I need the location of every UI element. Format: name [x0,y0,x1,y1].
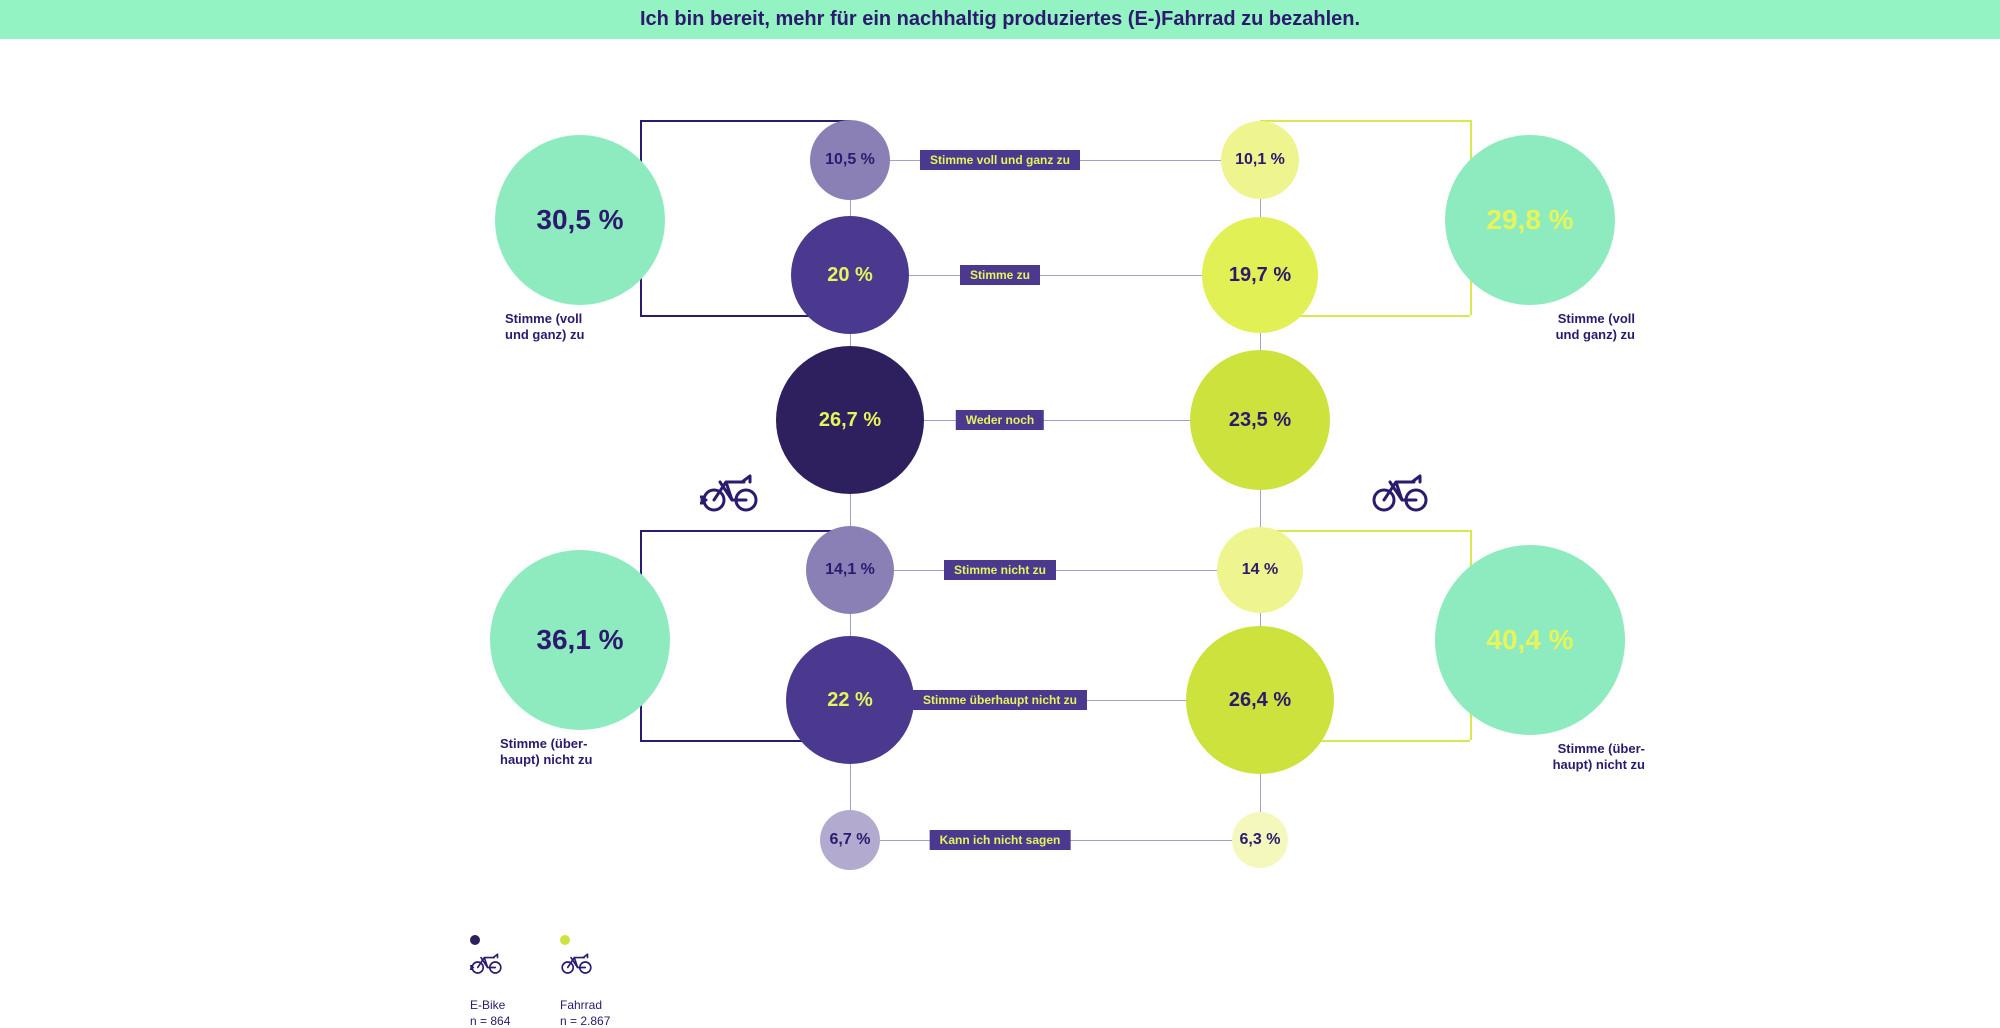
summary-bubble-3: 40,4 % [1435,545,1625,735]
row-label-5: Kann ich nicht sagen [930,830,1071,850]
ebike-icon [700,470,760,517]
legend: E-Bike n = 864 Fahrrad n = 2.867 [470,935,620,1028]
row-label-1: Stimme zu [960,265,1040,285]
legend-bike-n: n = 2.867 [560,1014,610,1028]
legend-bike: Fahrrad n = 2.867 [560,935,620,1028]
bubble-left-5: 6,7 % [820,810,880,870]
legend-ebike-label: E-Bike [470,998,505,1012]
bracket [1260,120,1470,122]
bracket [640,120,850,122]
bubble-left-4: 22 % [786,636,914,764]
row-label-4: Stimme überhaupt nicht zu [913,690,1087,710]
bubble-right-5: 6,3 % [1232,812,1288,868]
row-label-3: Stimme nicht zu [944,560,1056,580]
header-title: Ich bin bereit, mehr für ein nachhaltig … [640,8,1360,30]
summary-sub-1: Stimme (voll und ganz) zu [1515,311,1635,342]
legend-bike-label: Fahrrad [560,998,602,1012]
summary-sub-2: Stimme (über- haupt) nicht zu [500,736,620,767]
row-label-2: Weder noch [956,410,1044,430]
bike-icon [1370,470,1430,517]
bracket [1260,530,1470,532]
legend-ebike: E-Bike n = 864 [470,935,530,1028]
bracket [640,530,850,532]
bubble-right-4: 26,4 % [1186,626,1334,774]
summary-sub-3: Stimme (über- haupt) nicht zu [1525,741,1645,772]
bubble-right-3: 14 % [1217,527,1303,613]
bubble-left-1: 20 % [791,216,909,334]
bubble-left-2: 26,7 % [776,346,924,494]
summary-bubble-2: 36,1 % [490,550,670,730]
summary-bubble-1: 29,8 % [1445,135,1615,305]
bubble-right-0: 10,1 % [1221,121,1299,199]
connector [850,275,1260,276]
header-bar: Ich bin bereit, mehr für ein nachhaltig … [0,0,2000,39]
bubble-left-3: 14,1 % [806,526,894,614]
bubble-left-0: 10,5 % [810,120,890,200]
bubble-right-2: 23,5 % [1190,350,1330,490]
summary-bubble-0: 30,5 % [495,135,665,305]
bubble-right-1: 19,7 % [1202,217,1318,333]
chart-stage: 10,5 % 10,1 % Stimme voll und ganz zu 20 % 1… [0,40,2000,1000]
row-label-0: Stimme voll und ganz zu [920,150,1080,170]
legend-ebike-n: n = 864 [470,1014,510,1028]
summary-sub-0: Stimme (voll und ganz) zu [505,311,625,342]
